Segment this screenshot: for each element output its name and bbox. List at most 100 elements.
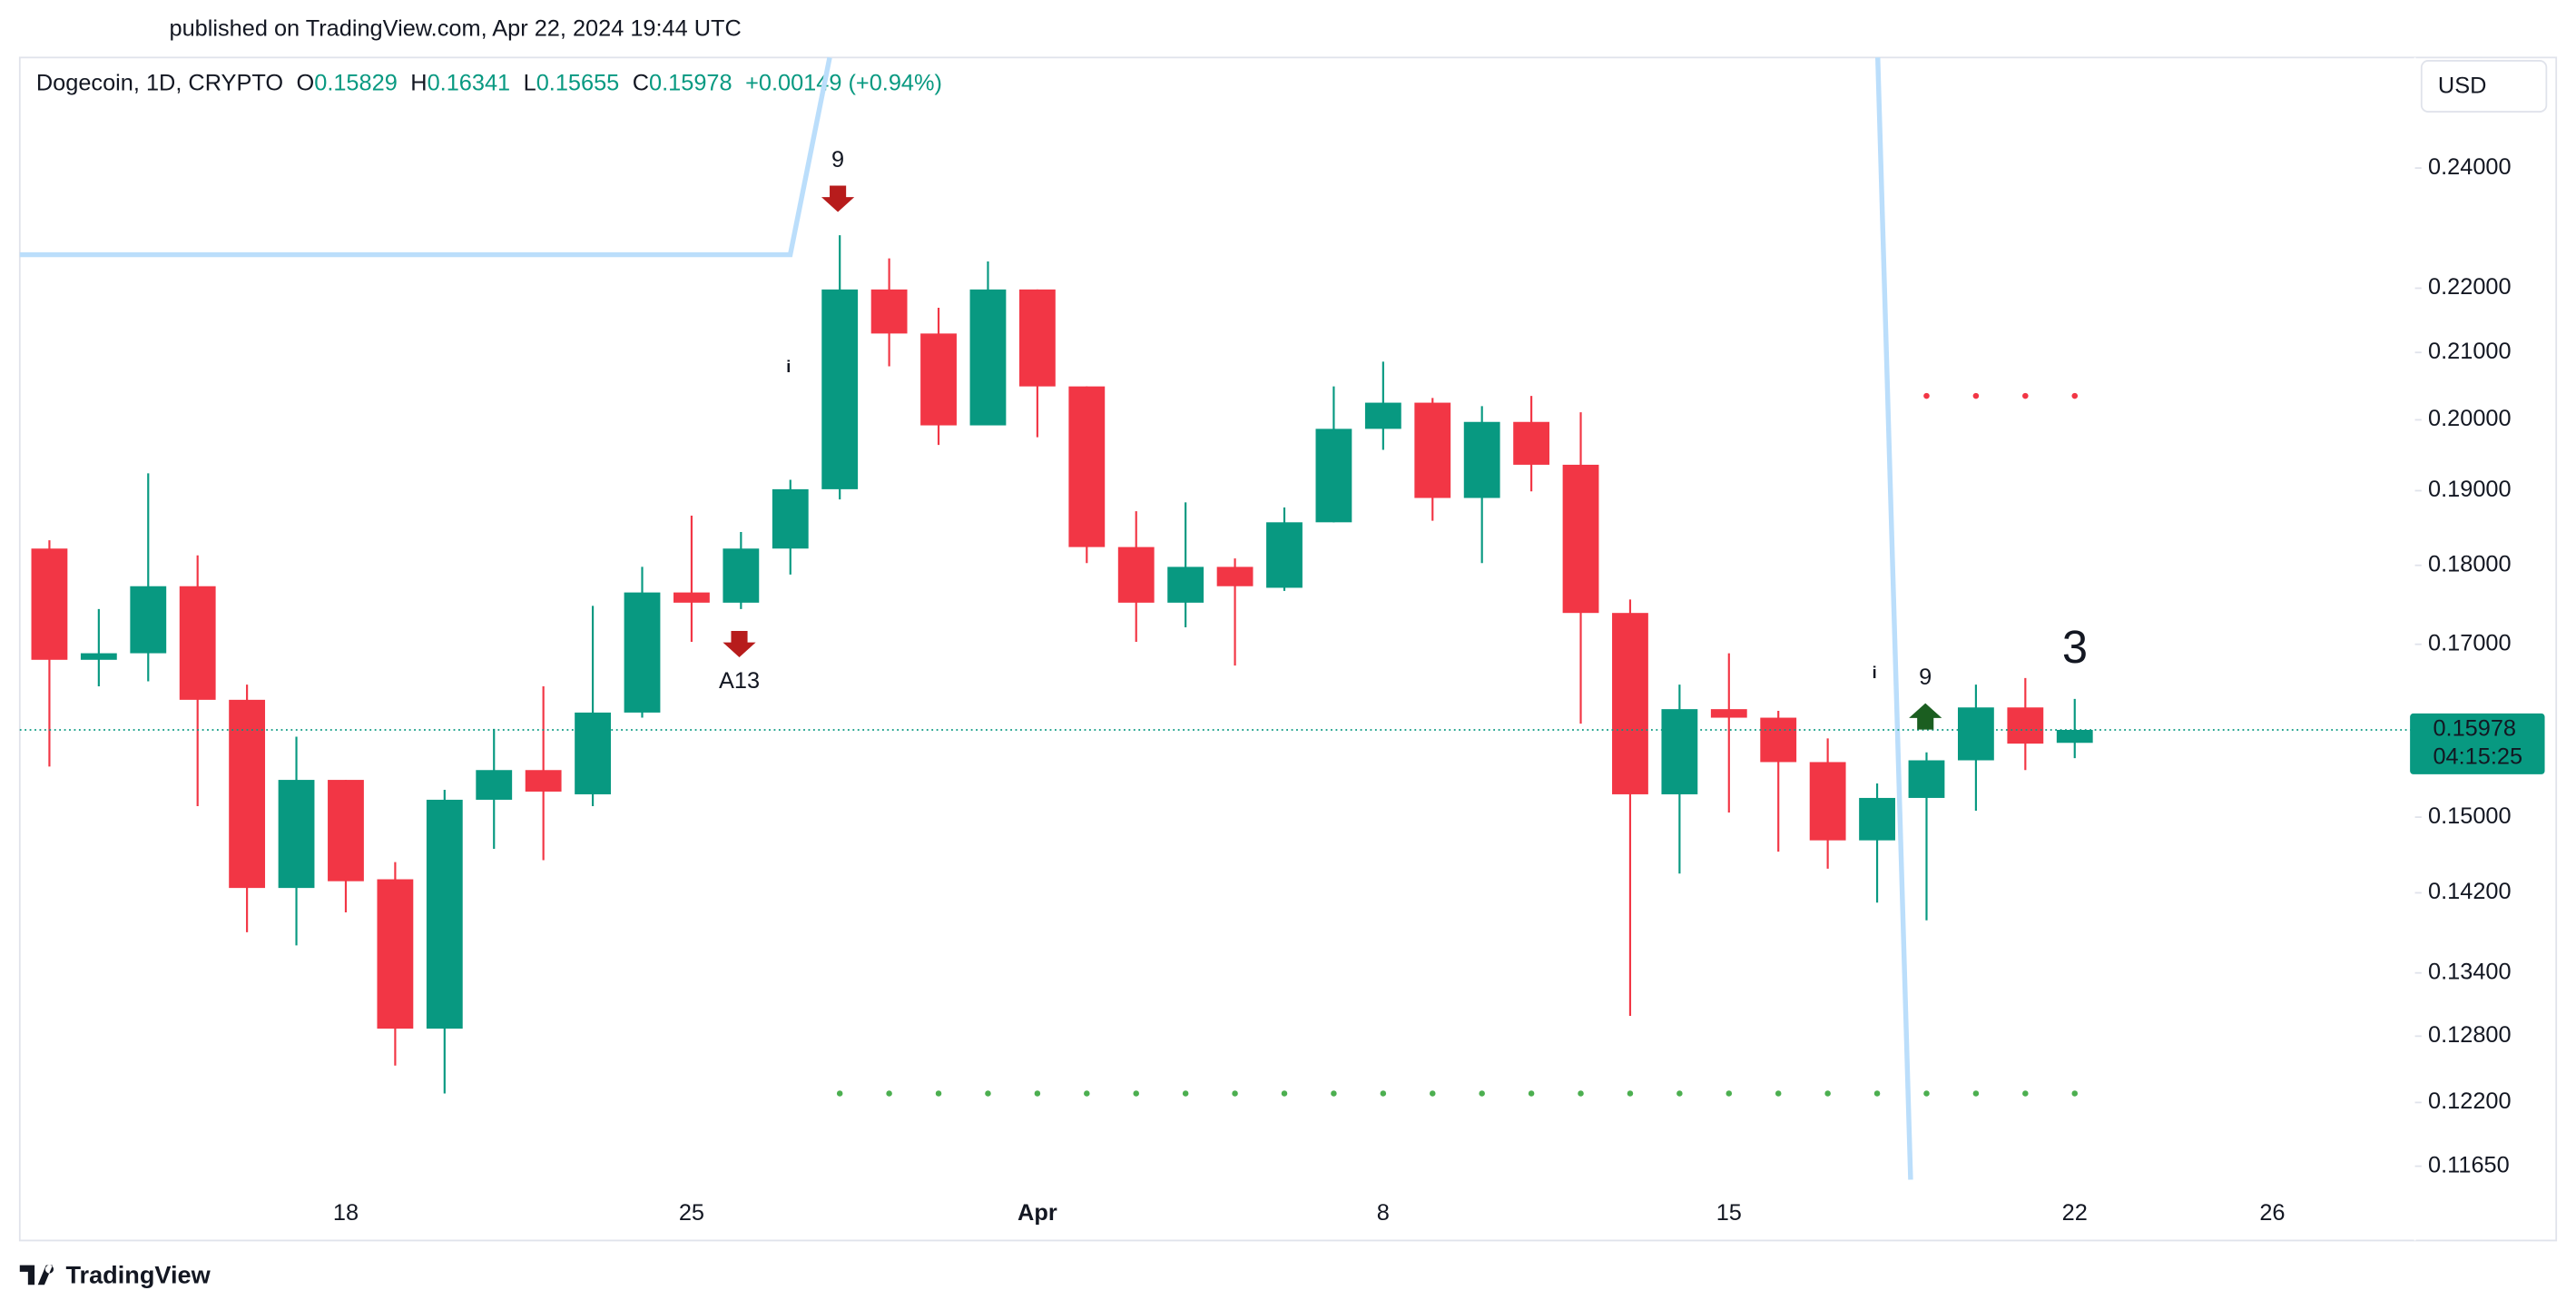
candle-body (673, 592, 710, 603)
candle-body (1068, 386, 1106, 547)
level-dot (1133, 1090, 1139, 1097)
level-dot (1775, 1090, 1782, 1097)
y-tick-label: 0.11650 (2428, 1152, 2510, 1177)
candle-body (1018, 289, 1056, 387)
o-value: 0.15829 (314, 70, 398, 95)
trend-line (1875, 57, 1913, 1180)
level-dot (1726, 1090, 1733, 1097)
logo-mark (19, 1265, 54, 1285)
level-dot (1676, 1090, 1683, 1097)
level-dot (2022, 392, 2029, 399)
annotation: 9 (1919, 665, 1932, 690)
y-tick-label: 0.18000 (2428, 551, 2512, 576)
level-dot (1627, 1090, 1634, 1097)
y-tick-label: 0.17000 (2428, 630, 2512, 655)
level-dot (1923, 392, 1930, 399)
countdown: 04:15:25 (2433, 744, 2522, 769)
trend-line (19, 56, 832, 258)
candle-body (575, 712, 611, 794)
logo-text: TradingView (65, 1260, 211, 1288)
logo: TradingView (19, 1260, 211, 1288)
h-label: H (410, 70, 427, 95)
plot: 0.24000 0.22000 0.21000 0.20000 0.19000 0.180… (19, 154, 2512, 1226)
o-label: O (297, 70, 315, 95)
level-dot (1331, 1090, 1337, 1097)
candle-body (1957, 707, 1994, 761)
candle-body (377, 879, 414, 1029)
level-dot (935, 1090, 942, 1097)
level-dot (2022, 1090, 2029, 1097)
annotation: 9 (831, 147, 844, 172)
level-dot (1479, 1090, 1485, 1097)
candle-body (969, 289, 1007, 426)
annotation: A13 (719, 668, 760, 694)
level-dot (1578, 1090, 1584, 1097)
candle-body (2007, 707, 2044, 744)
buy-arrow (1909, 703, 1942, 730)
y-tick-label: 0.19000 (2428, 477, 2512, 502)
annotation: i (786, 358, 791, 376)
candle-body (525, 770, 562, 792)
sell-arrow (821, 185, 855, 212)
candle-body (1167, 566, 1204, 603)
y-tick-label: 0.15000 (2428, 803, 2512, 829)
price-tag (2410, 713, 2545, 774)
y-tick-label: 0.12800 (2428, 1022, 2512, 1048)
x-tick-label: 15 (1716, 1200, 1742, 1226)
candle-body (1513, 421, 1550, 465)
level-dot (1873, 1090, 1881, 1097)
candle-body (920, 333, 957, 426)
currency-button[interactable] (2420, 60, 2548, 113)
symbol: Dogecoin, 1D, CRYPTO (36, 70, 283, 95)
l-label: L (524, 70, 536, 95)
level-dot (1084, 1090, 1090, 1097)
l-value: 0.15655 (536, 70, 620, 95)
candle-body (1760, 717, 1797, 763)
candle-body (1315, 428, 1352, 523)
candle-body (31, 548, 68, 660)
candle-body (80, 653, 117, 660)
legend: Dogecoin, 1D, CRYPTO O0.15829 H0.16341 L0.1… (36, 70, 942, 95)
sell-arrow (723, 630, 756, 657)
candle-body (229, 699, 266, 889)
c-label: C (633, 70, 649, 95)
candle-body (1859, 797, 1895, 841)
annotation: i (1873, 664, 1877, 682)
candle-body (476, 770, 513, 800)
candle-body (2056, 730, 2093, 744)
level-dot (985, 1090, 991, 1097)
published: published on TradingView.com, Apr 22, 20… (169, 15, 741, 41)
level-dot (836, 1090, 843, 1097)
frame (18, 56, 2558, 1242)
candle-body (1266, 522, 1303, 588)
level-dot (1281, 1090, 1288, 1097)
x-tick-label: 25 (679, 1200, 704, 1226)
candle-body (426, 799, 463, 1029)
level-dot (1972, 1090, 1980, 1097)
x-tick-label: Apr (1018, 1200, 1057, 1226)
currency[interactable]: USD (2438, 74, 2486, 99)
level-dot (1182, 1090, 1189, 1097)
candle-body (328, 780, 364, 882)
y-tick-label: 0.12200 (2428, 1088, 2512, 1114)
level-dot (1380, 1090, 1387, 1097)
level-dot (1972, 392, 1980, 399)
candle-body (1809, 762, 1846, 841)
candle-body (1463, 421, 1500, 498)
candle-body (723, 548, 760, 603)
candle-body (821, 289, 859, 489)
h-value: 0.16341 (428, 70, 511, 95)
x-tick-label: 18 (333, 1200, 359, 1226)
candle-body (278, 780, 315, 889)
y-tick-label: 0.21000 (2428, 339, 2512, 364)
c-value: 0.15978 (649, 70, 732, 95)
candle-body (624, 592, 661, 713)
y-tick-label: 0.24000 (2428, 154, 2512, 180)
candle-body (772, 488, 809, 549)
candle-body (1414, 402, 1451, 498)
candle-body (1908, 760, 1945, 798)
y-tick-label: 0.13400 (2428, 959, 2512, 984)
y-tick-label: 0.22000 (2428, 274, 2512, 300)
x-tick-label: 26 (2259, 1200, 2285, 1226)
